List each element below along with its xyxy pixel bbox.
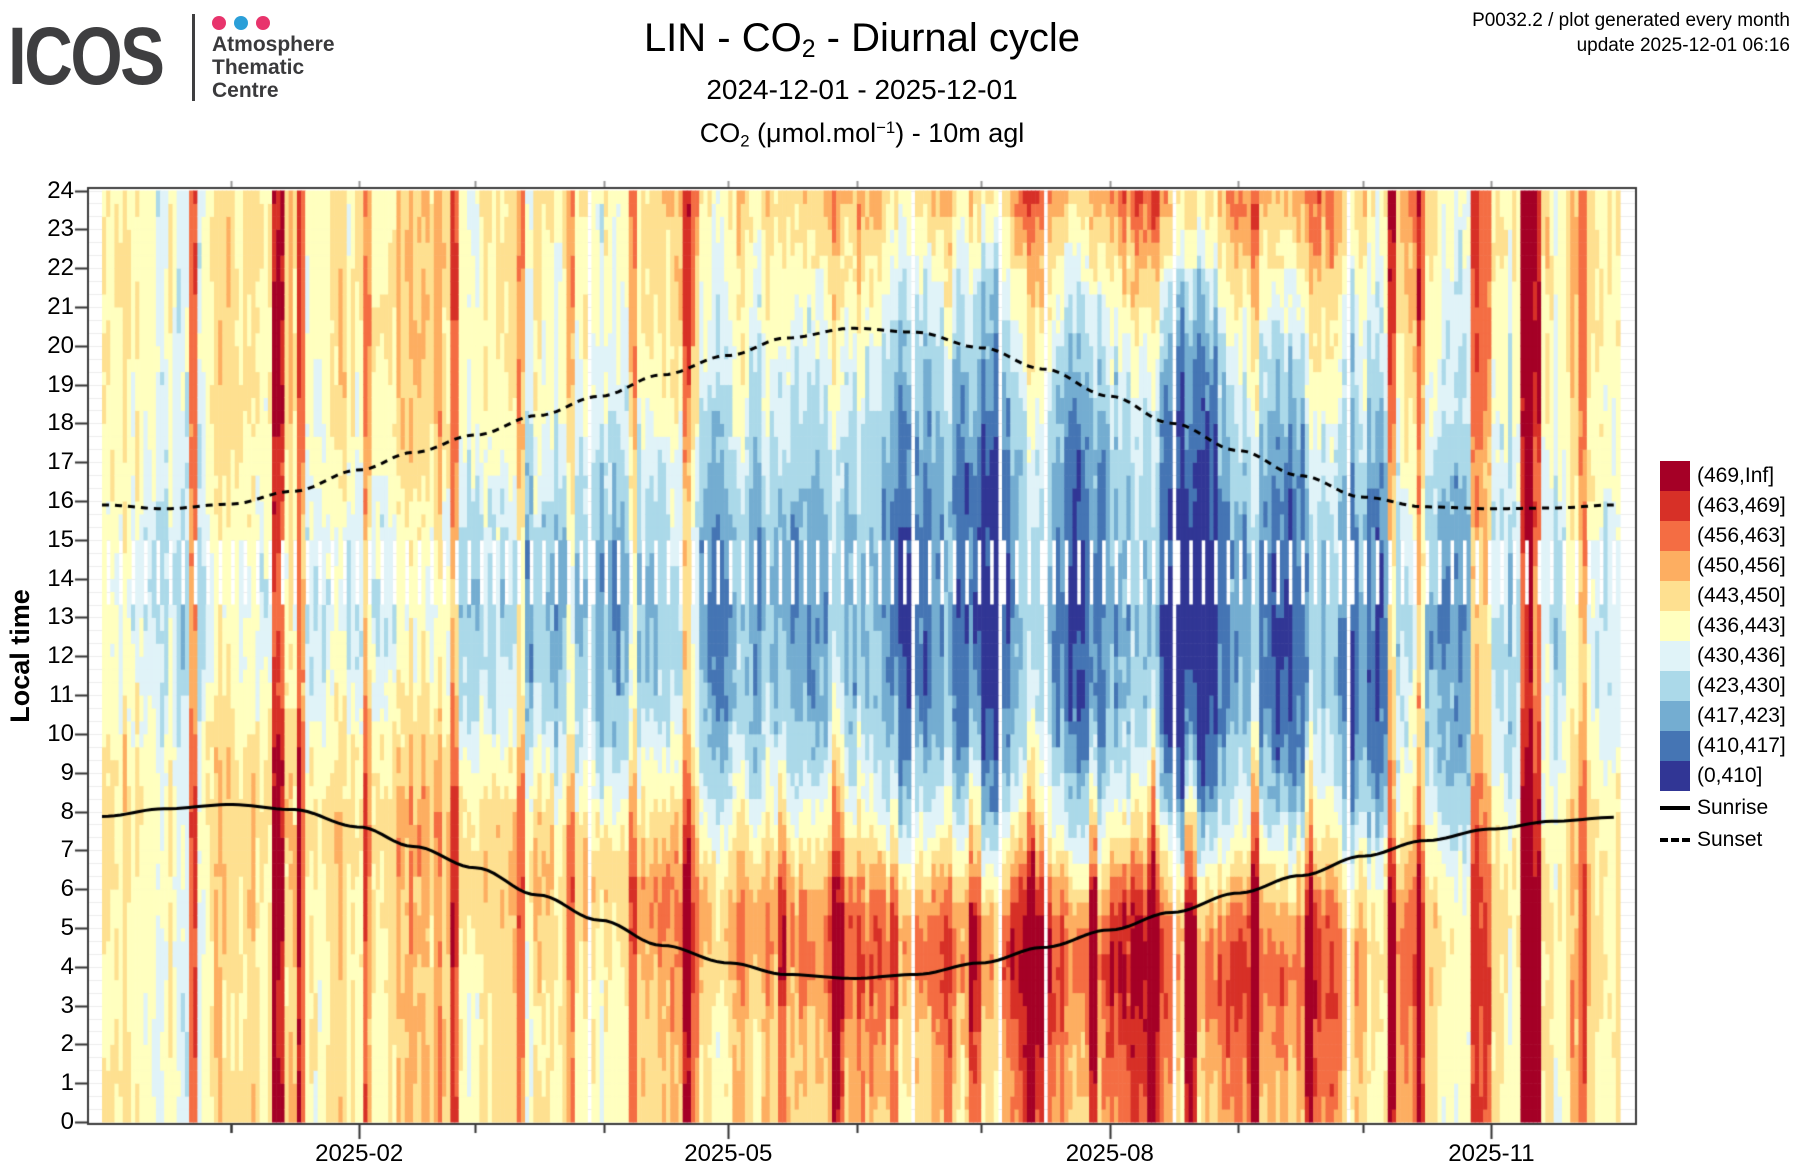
x-tick-label-2025-11: 2025-11: [1448, 1140, 1535, 1167]
legend-bin-label: (463,469]: [1697, 494, 1786, 517]
legend-bin-6: (430,436]: [1660, 641, 1786, 671]
legend-swatch-icon: [1660, 761, 1690, 791]
y-tick-label-22: 22: [47, 254, 74, 282]
legend-bin-3: (450,456]: [1660, 551, 1786, 581]
x-tick-label-2025-08: 2025-08: [1065, 1140, 1154, 1167]
legend-bin-label: (456,463]: [1697, 524, 1786, 547]
sunset-line-icon: [1660, 838, 1690, 842]
legend-bin-label: (0,410]: [1697, 764, 1763, 787]
legend-bin-label: (469,Inf]: [1697, 464, 1775, 487]
legend-bin-8: (417,423]: [1660, 701, 1786, 731]
legend-bin-2: (456,463]: [1660, 521, 1786, 551]
legend-bin-label: (417,423]: [1697, 704, 1786, 727]
y-tick-label-9: 9: [60, 758, 74, 786]
legend-swatch-icon: [1660, 521, 1690, 551]
y-tick-label-20: 20: [47, 331, 74, 359]
y-tick-label-7: 7: [60, 836, 74, 864]
y-tick-label-2: 2: [60, 1030, 74, 1058]
legend-bin-label: (410,417]: [1697, 734, 1786, 757]
y-tick-label-0: 0: [60, 1108, 74, 1135]
legend-sunrise: Sunrise: [1660, 793, 1786, 823]
y-tick-label-16: 16: [47, 487, 74, 514]
legend-swatch-icon: [1660, 581, 1690, 611]
legend-bin-0: (469,Inf]: [1660, 461, 1786, 491]
legend-bin-label: (443,450]: [1697, 584, 1786, 607]
legend-bin-1: (463,469]: [1660, 491, 1786, 521]
x-tick-label-2025-02: 2025-02: [315, 1140, 404, 1167]
y-tick-label-1: 1: [60, 1069, 74, 1097]
legend-bin-4: (443,450]: [1660, 581, 1786, 611]
y-tick-label-14: 14: [47, 564, 74, 592]
legend-swatch-icon: [1660, 701, 1690, 731]
legend-bin-5: (436,443]: [1660, 611, 1786, 641]
legend-bin-label: (450,456]: [1697, 554, 1786, 577]
legend-swatch-icon: [1660, 461, 1690, 491]
legend-swatch-icon: [1660, 641, 1690, 671]
y-tick-label-17: 17: [47, 448, 74, 476]
y-tick-label-13: 13: [47, 603, 74, 631]
y-tick-label-10: 10: [47, 719, 74, 747]
legend-bin-label: (423,430]: [1697, 674, 1786, 697]
x-tick-label-2025-05: 2025-05: [684, 1140, 773, 1167]
sunrise-line-icon: [1660, 806, 1690, 810]
y-tick-label-11: 11: [49, 681, 74, 709]
legend-bin-label: (436,443]: [1697, 614, 1786, 637]
legend: (469,Inf] (463,469] (456,463] (450,456] (443…: [1660, 461, 1786, 855]
y-tick-label-15: 15: [47, 525, 74, 553]
y-tick-label-18: 18: [47, 409, 74, 437]
legend-bin-10: (0,410]: [1660, 761, 1786, 791]
legend-swatch-icon: [1660, 731, 1690, 761]
y-tick-label-6: 6: [60, 875, 74, 903]
y-tick-label-3: 3: [60, 991, 74, 1019]
y-tick-label-21: 21: [47, 292, 74, 320]
legend-swatch-icon: [1660, 491, 1690, 521]
legend-swatch-icon: [1660, 551, 1690, 581]
y-tick-label-12: 12: [47, 642, 74, 670]
y-tick-label-19: 19: [47, 370, 74, 398]
legend-swatch-icon: [1660, 671, 1690, 701]
legend-bin-9: (410,417]: [1660, 731, 1786, 761]
y-tick-label-4: 4: [60, 952, 74, 980]
legend-line-label: Sunrise: [1697, 796, 1769, 819]
y-tick-label-5: 5: [60, 913, 74, 941]
y-tick-label-23: 23: [47, 215, 74, 243]
y-tick-label-8: 8: [60, 797, 74, 825]
legend-bin-label: (430,436]: [1697, 644, 1786, 667]
legend-swatch-icon: [1660, 611, 1690, 641]
legend-sunset: Sunset: [1660, 825, 1786, 855]
y-tick-label-24: 24: [47, 176, 74, 204]
legend-line-label: Sunset: [1697, 828, 1763, 851]
legend-bin-7: (423,430]: [1660, 671, 1786, 701]
